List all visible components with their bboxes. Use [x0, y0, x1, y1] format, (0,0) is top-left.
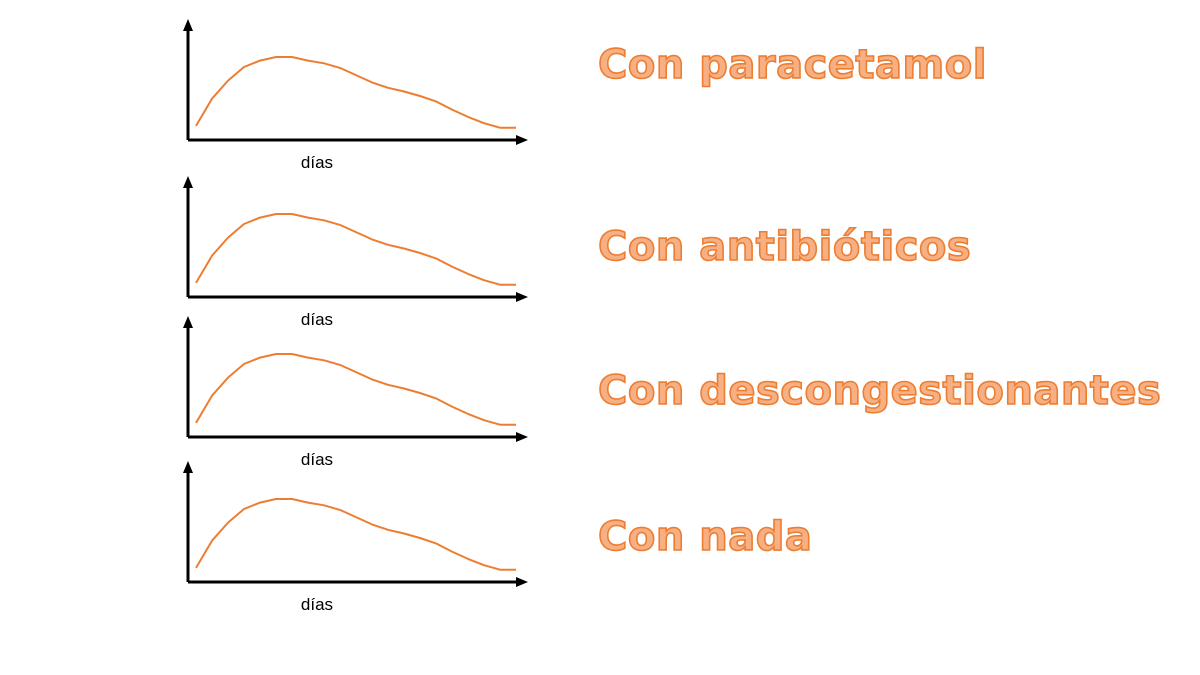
y-axis-arrow-icon	[183, 19, 193, 31]
x-axis-label: días	[300, 450, 334, 469]
data-curve	[195, 498, 516, 571]
chart-plot-descongestionantes	[183, 316, 528, 442]
x-axis-label: días	[300, 595, 334, 614]
x-axis-arrow-icon	[516, 292, 528, 302]
data-curve	[195, 56, 516, 129]
chart-plot-paracetamol	[183, 19, 528, 145]
series-label-paracetamol: Con paracetamol	[597, 41, 987, 89]
data-curve	[195, 213, 516, 286]
chart-plot-nada	[183, 461, 528, 587]
x-axis-arrow-icon	[516, 432, 528, 442]
series-label-nada: Con nada	[597, 513, 813, 561]
y-axis-arrow-icon	[183, 316, 193, 328]
x-axis-arrow-icon	[516, 577, 528, 587]
y-axis-arrow-icon	[183, 176, 193, 188]
data-curve	[195, 353, 516, 426]
x-axis-label: días	[300, 153, 334, 172]
series-label-antibioticos: Con antibióticos	[597, 223, 972, 271]
chart-plot-antibioticos	[183, 176, 528, 302]
x-axis-arrow-icon	[516, 135, 528, 145]
x-axis-label: días	[300, 310, 334, 329]
series-label-descongestionantes: Con descongestionantes	[597, 367, 1162, 415]
y-axis-arrow-icon	[183, 461, 193, 473]
